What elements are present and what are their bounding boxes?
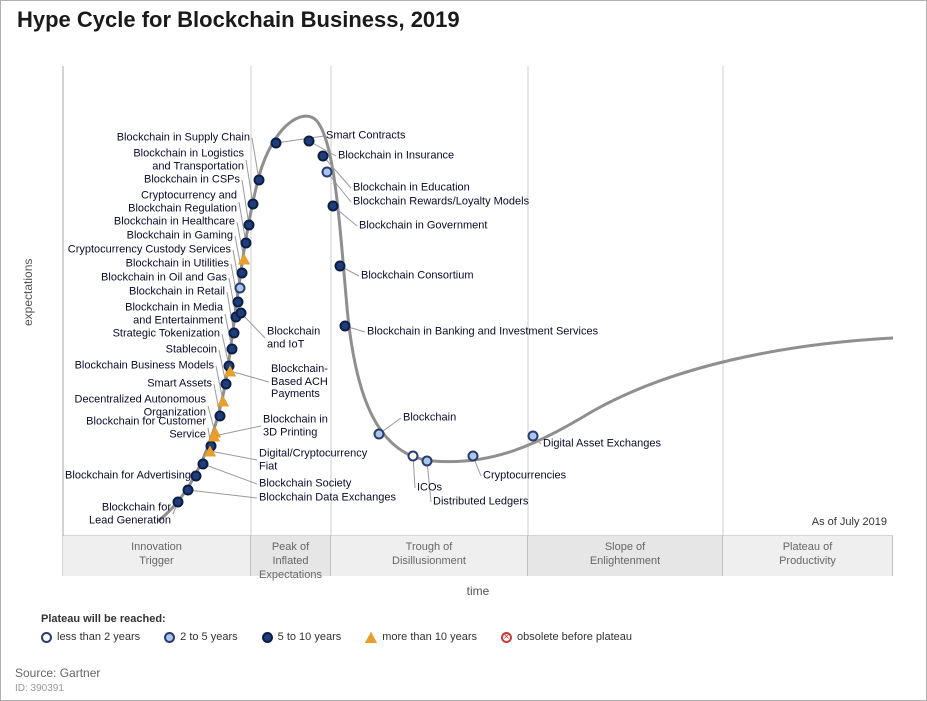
- data-point: [244, 220, 255, 231]
- x-axis-label: time: [63, 584, 893, 598]
- data-point-label: Blockchain in Supply Chain: [117, 132, 250, 145]
- data-point: [191, 471, 202, 482]
- legend-item-text: 5 to 10 years: [278, 631, 342, 643]
- legend: Plateau will be reached: less than 2 yea…: [41, 613, 650, 643]
- data-point-label: Blockchain in Utilities: [126, 258, 229, 271]
- data-point-label: Cryptocurrencies: [483, 470, 566, 483]
- data-point: [322, 167, 333, 178]
- phase-label: Slope of Enlightenment: [528, 536, 723, 576]
- data-point-label: Blockchain in Retail: [129, 286, 225, 299]
- data-point-label: Cryptocurrency Custody Services: [68, 244, 231, 257]
- data-point-label: Blockchain Consortium: [361, 270, 474, 283]
- as-of-note: As of July 2019: [812, 516, 887, 528]
- data-point-label: Blockchain for Advertising: [65, 470, 191, 483]
- data-point: [241, 238, 252, 249]
- data-point-label: Blockchain and IoT: [267, 325, 320, 350]
- legend-row: less than 2 years 2 to 5 years 5 to 10 yea…: [41, 631, 650, 643]
- data-point: [340, 321, 351, 332]
- data-point: [318, 151, 329, 162]
- data-point: [254, 175, 265, 186]
- hype-cycle-chart: Hype Cycle for Blockchain Business, 2019…: [0, 0, 927, 701]
- data-point-label: Distributed Ledgers: [433, 496, 528, 509]
- chart-area: expectations Innovation TriggerPeak of I…: [63, 66, 893, 576]
- data-point-label: Blockchain: [403, 412, 456, 425]
- data-point: [208, 431, 220, 442]
- data-point-label: Smart Assets: [147, 378, 212, 391]
- data-point: [183, 485, 194, 496]
- data-point: [217, 396, 229, 407]
- data-point: [236, 308, 247, 319]
- phase-label: Plateau of Productivity: [723, 536, 893, 576]
- data-point-label: Blockchain Society: [259, 478, 351, 491]
- data-point-label: Digital Asset Exchanges: [543, 438, 661, 451]
- data-point-label: Blockchain in Banking and Investment Ser…: [367, 326, 598, 339]
- y-axis-label: expectations: [21, 259, 35, 326]
- data-point-label: Blockchain in Insurance: [338, 150, 454, 163]
- data-point: [408, 451, 419, 462]
- data-point: [304, 136, 315, 147]
- data-point-label: Cryptocurrency and Blockchain Regulation: [128, 189, 237, 214]
- legend-item: less than 2 years: [41, 631, 140, 643]
- phase-label: Innovation Trigger: [63, 536, 251, 576]
- data-point: [468, 451, 479, 462]
- data-point: [224, 366, 236, 377]
- chart-title: Hype Cycle for Blockchain Business, 2019: [17, 7, 460, 33]
- data-point-label: Blockchain Business Models: [75, 360, 214, 373]
- data-point-label: Blockchain Rewards/Loyalty Models: [353, 196, 529, 209]
- data-point-label: Smart Contracts: [326, 130, 405, 143]
- legend-item-text: obsolete before plateau: [517, 631, 632, 643]
- data-point-label: Stablecoin: [166, 344, 217, 357]
- data-point-label: ICOs: [417, 482, 442, 495]
- legend-item: ×obsolete before plateau: [501, 631, 632, 643]
- data-point-label: Blockchain in Education: [353, 182, 470, 195]
- data-point-label: Blockchain in Gaming: [127, 230, 233, 243]
- data-point-label: Blockchain in Government: [359, 220, 487, 233]
- legend-item-text: more than 10 years: [382, 631, 477, 643]
- data-point-label: Blockchain Data Exchanges: [259, 492, 396, 505]
- data-point-label: Blockchain for Lead Generation: [89, 501, 171, 526]
- doc-id: ID: 390391: [15, 683, 64, 694]
- data-point-label: Blockchain in Oil and Gas: [101, 272, 227, 285]
- data-point: [235, 283, 246, 294]
- phase-label: Peak of Inflated Expectations: [251, 536, 331, 576]
- data-point-label: Blockchain in CSPs: [144, 174, 240, 187]
- data-point: [204, 446, 216, 457]
- data-point: [335, 261, 346, 272]
- data-point-label: Blockchain in Logistics and Transportati…: [133, 147, 244, 172]
- legend-item-text: 2 to 5 years: [180, 631, 237, 643]
- legend-title: Plateau will be reached:: [41, 613, 650, 625]
- legend-item: 2 to 5 years: [164, 631, 237, 643]
- data-point-label: Blockchain in Healthcare: [114, 216, 235, 229]
- data-point: [233, 297, 244, 308]
- data-point: [237, 268, 248, 279]
- data-point: [198, 459, 209, 470]
- legend-item-text: less than 2 years: [57, 631, 140, 643]
- legend-item: 5 to 10 years: [262, 631, 342, 643]
- data-point: [328, 201, 339, 212]
- data-point: [215, 411, 226, 422]
- data-point-label: Digital/Cryptocurrency Fiat: [259, 447, 367, 472]
- data-point-label: Strategic Tokenization: [113, 328, 220, 341]
- data-point: [227, 344, 238, 355]
- data-point: [248, 199, 259, 210]
- data-point: [173, 497, 184, 508]
- data-point-label: Blockchain for Customer Service: [86, 415, 206, 440]
- data-point-label: Blockchain in 3D Printing: [263, 413, 328, 438]
- data-point-label: Blockchain in Media and Entertainment: [125, 301, 223, 326]
- data-point: [374, 429, 385, 440]
- phase-label: Trough of Disillusionment: [331, 536, 528, 576]
- data-point-label: Decentralized Autonomous Organization: [75, 393, 206, 418]
- data-point: [528, 431, 539, 442]
- phase-band: Innovation TriggerPeak of Inflated Expec…: [63, 536, 893, 576]
- data-point: [422, 456, 433, 467]
- data-point: [238, 254, 250, 265]
- data-point: [229, 328, 240, 339]
- data-point: [271, 138, 282, 149]
- legend-item: more than 10 years: [365, 631, 477, 643]
- data-point-label: Blockchain- Based ACH Payments: [271, 363, 328, 401]
- source-line: Source: Gartner: [15, 666, 100, 680]
- data-point: [221, 379, 232, 390]
